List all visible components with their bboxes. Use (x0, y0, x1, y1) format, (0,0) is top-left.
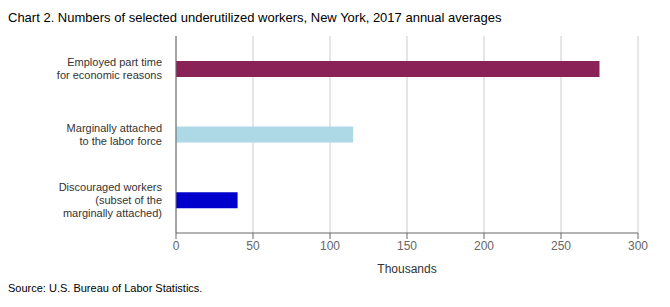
svg-text:250: 250 (551, 239, 571, 253)
svg-text:300: 300 (628, 239, 648, 253)
html-text:Chart 2. Numbers of selected u: Chart 2. Numbers of selected underutiliz… (8, 10, 502, 25)
svg-text:0: 0 (173, 239, 180, 253)
html-text:Source: U.S. Bureau of Labor S: Source: U.S. Bureau of Labor Statistics. (8, 282, 203, 294)
svg-text:Marginally attachedto the labo: Marginally attachedto the labor force (67, 122, 162, 147)
svg-text:Discouraged workers(subset of: Discouraged workers(subset of themargina… (59, 181, 163, 219)
svg-text:Thousands: Thousands (377, 262, 436, 276)
svg-text:100: 100 (320, 239, 340, 253)
svg-text:Employed part timefor economic: Employed part timefor economic reasons (57, 56, 163, 81)
svg-text:200: 200 (474, 239, 494, 253)
svg-text:150: 150 (397, 239, 417, 253)
svg-text:50: 50 (246, 239, 260, 253)
